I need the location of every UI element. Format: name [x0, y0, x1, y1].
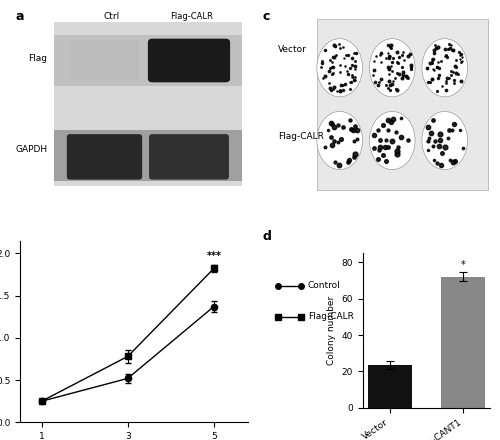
Bar	[441, 277, 484, 408]
Text: Flag-CALR: Flag-CALR	[278, 132, 324, 141]
FancyBboxPatch shape	[67, 134, 142, 180]
Text: a: a	[16, 10, 24, 22]
Text: Control: Control	[308, 282, 340, 290]
Text: Flag-CALR: Flag-CALR	[170, 12, 212, 21]
Bar	[368, 365, 412, 408]
Bar	[54, 130, 242, 180]
Text: Ctrl: Ctrl	[103, 12, 120, 21]
Text: *: *	[460, 260, 465, 270]
Text: GAPDH: GAPDH	[16, 145, 48, 154]
Text: ***: ***	[206, 251, 222, 261]
Ellipse shape	[422, 39, 468, 97]
Y-axis label: Colony number: Colony number	[327, 296, 336, 365]
Ellipse shape	[317, 39, 362, 97]
Text: Vector: Vector	[278, 45, 307, 54]
Bar	[54, 22, 242, 186]
Ellipse shape	[370, 111, 415, 169]
Ellipse shape	[317, 111, 362, 169]
Text: d: d	[262, 230, 271, 242]
Bar	[54, 35, 242, 86]
Bar	[70, 40, 139, 81]
Text: Flag: Flag	[28, 54, 48, 63]
Ellipse shape	[422, 111, 468, 169]
Text: Flag-CALR: Flag-CALR	[308, 312, 354, 321]
Bar	[317, 18, 488, 190]
FancyBboxPatch shape	[149, 134, 229, 180]
FancyBboxPatch shape	[148, 39, 230, 82]
Ellipse shape	[370, 39, 415, 97]
Text: c: c	[262, 10, 270, 22]
